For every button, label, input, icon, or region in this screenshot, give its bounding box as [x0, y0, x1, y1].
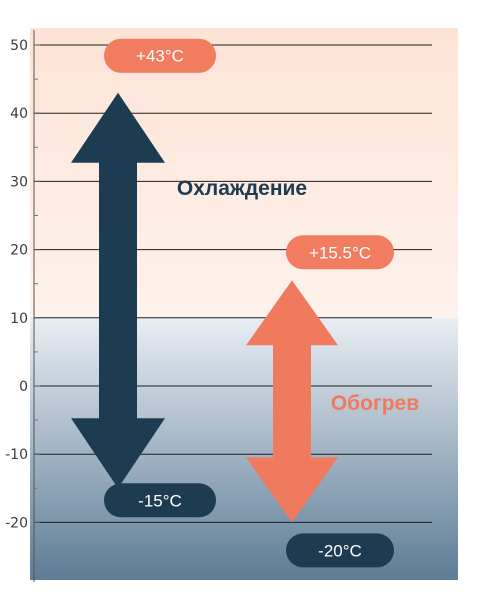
range-arrow: [71, 92, 165, 489]
min-value-label: -15°C: [138, 491, 182, 510]
range-labels: Охлаждение Обогрев: [177, 177, 419, 415]
range-name-label: Охлаждение: [177, 177, 307, 200]
max-value-pill: [286, 235, 394, 270]
range-arrows: [71, 92, 338, 523]
min-value-pill: [286, 533, 394, 568]
warm-zone: [30, 28, 458, 318]
y-tick-label: 40: [10, 106, 28, 122]
y-tick-label: 0: [19, 379, 28, 395]
y-tick-label: -20: [5, 515, 28, 531]
chart-background: [30, 28, 458, 580]
range-name-label: Обогрев: [331, 392, 419, 415]
range-arrow: [246, 280, 338, 523]
min-value-label: -20°C: [318, 541, 362, 560]
y-tick-label: 50: [10, 38, 28, 54]
max-value-pill: [104, 38, 216, 73]
y-tick-label: 10: [10, 311, 28, 327]
max-value-label: +15.5°C: [309, 243, 371, 262]
y-tick-label: -10: [5, 447, 28, 463]
max-value-label: +43°C: [136, 47, 184, 66]
y-tick-label: 20: [10, 243, 28, 259]
min-value-pill: [104, 483, 216, 518]
y-axis-ticks: 50 40 30 20 10 0 -10 -20: [5, 38, 40, 531]
y-tick-label: 30: [10, 174, 28, 190]
range-value-pills: +43°C -15°C +15.5°C -20°C: [104, 38, 394, 568]
